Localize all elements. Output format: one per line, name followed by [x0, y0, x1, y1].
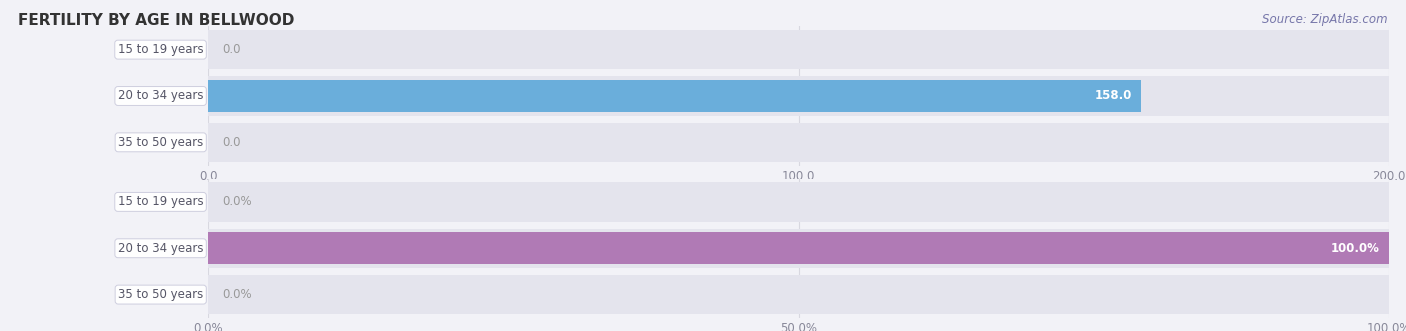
Text: 0.0: 0.0	[222, 43, 240, 56]
Bar	[208, 182, 1389, 222]
Text: 35 to 50 years: 35 to 50 years	[118, 288, 204, 301]
Text: 15 to 19 years: 15 to 19 years	[118, 195, 204, 209]
Text: 20 to 34 years: 20 to 34 years	[118, 89, 204, 103]
Text: 0.0%: 0.0%	[222, 288, 252, 301]
Text: 20 to 34 years: 20 to 34 years	[118, 242, 204, 255]
Text: 15 to 19 years: 15 to 19 years	[118, 43, 204, 56]
Bar	[208, 30, 1389, 70]
Text: 0.0%: 0.0%	[222, 195, 252, 209]
Text: 158.0: 158.0	[1094, 89, 1132, 103]
Text: 0.0: 0.0	[222, 136, 240, 149]
Bar	[208, 229, 1389, 268]
Text: 100.0%: 100.0%	[1331, 242, 1379, 255]
Bar	[208, 80, 1142, 112]
Text: FERTILITY BY AGE IN BELLWOOD: FERTILITY BY AGE IN BELLWOOD	[18, 13, 295, 28]
Bar	[208, 123, 1389, 162]
Bar	[208, 232, 1389, 264]
Bar	[208, 275, 1389, 314]
Bar	[208, 76, 1389, 116]
Text: 35 to 50 years: 35 to 50 years	[118, 136, 204, 149]
Text: Source: ZipAtlas.com: Source: ZipAtlas.com	[1263, 13, 1388, 26]
